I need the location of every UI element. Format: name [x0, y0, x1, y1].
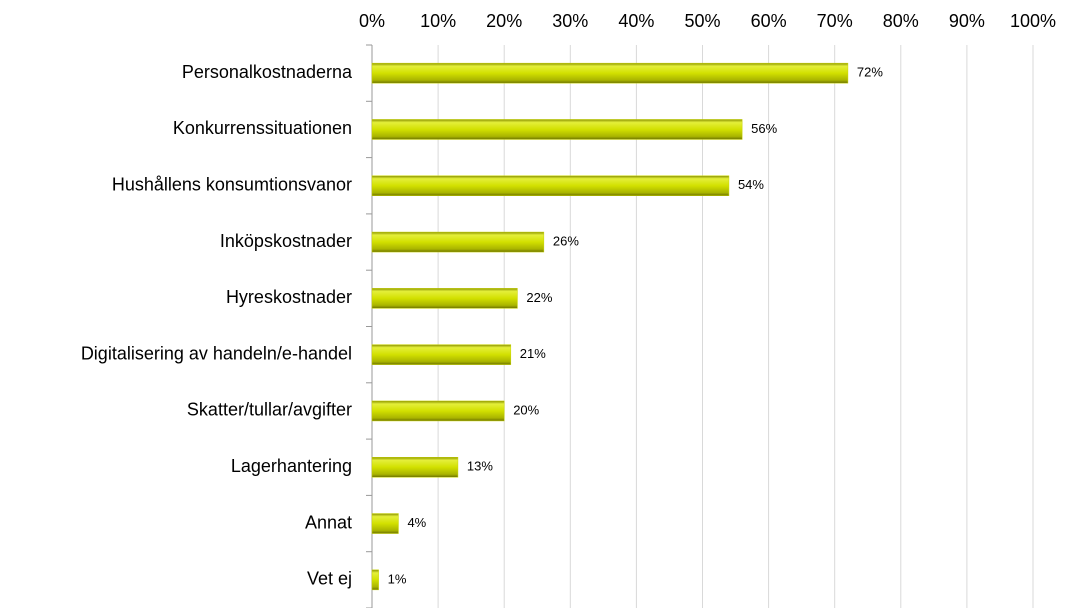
category-label: Personalkostnaderna — [182, 62, 353, 82]
x-tick-label: 100% — [1010, 11, 1056, 31]
x-tick-label: 70% — [817, 11, 853, 31]
bar — [371, 62, 849, 84]
x-tick-label: 80% — [883, 11, 919, 31]
bar — [371, 288, 518, 309]
data-label: 22% — [526, 290, 552, 305]
category-label: Digitalisering av handeln/e-handel — [81, 343, 352, 363]
x-tick-label: 10% — [420, 11, 456, 31]
data-label: 13% — [467, 459, 493, 474]
bar — [371, 231, 545, 253]
bars: Personalkostnaderna 72% Konkurrenssituatio… — [81, 62, 883, 591]
bar — [371, 457, 459, 478]
category-label: Vet ej — [307, 569, 352, 589]
x-tick-label: 50% — [684, 11, 720, 31]
category-label: Annat — [305, 512, 352, 532]
category-label: Hyreskostnader — [226, 287, 352, 307]
x-tick-label: 90% — [949, 11, 985, 31]
x-tick-label: 60% — [751, 11, 787, 31]
x-tick-label: 20% — [486, 11, 522, 31]
category-label: Inköpskostnader — [220, 231, 352, 251]
data-label: 4% — [407, 515, 426, 530]
data-label: 21% — [520, 346, 546, 361]
data-label: 56% — [751, 121, 777, 136]
category-label: Hushållens konsumtionsvanor — [112, 175, 352, 195]
bar — [371, 400, 505, 422]
grid: 0% 10% 20% 30% 40% 50% 60% 70% 80% 90% 100% — [359, 11, 1056, 608]
category-label: Lagerhantering — [231, 456, 352, 476]
x-tick-label: 40% — [618, 11, 654, 31]
data-label: 20% — [513, 402, 539, 417]
bar — [371, 175, 730, 196]
data-label: 1% — [388, 571, 407, 586]
bar — [371, 513, 399, 534]
data-label: 72% — [857, 65, 883, 80]
bar — [371, 344, 512, 365]
x-tick-label: 0% — [359, 11, 385, 31]
bar — [371, 119, 743, 140]
category-label: Konkurrenssituationen — [173, 118, 352, 138]
x-tick-label: 30% — [552, 11, 588, 31]
data-label: 26% — [553, 233, 579, 248]
category-label: Skatter/tullar/avgifter — [187, 400, 352, 420]
data-label: 54% — [738, 177, 764, 192]
bar — [371, 569, 379, 591]
